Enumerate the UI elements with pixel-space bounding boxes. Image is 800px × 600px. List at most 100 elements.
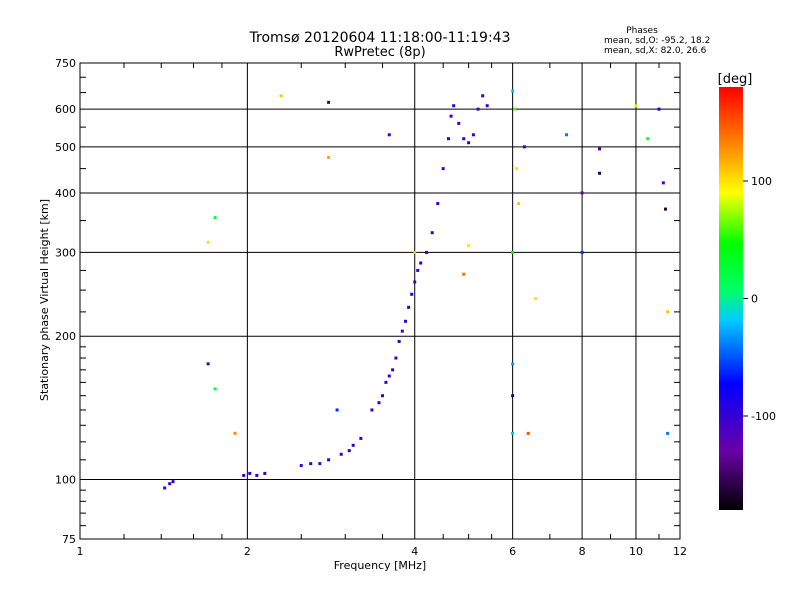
y-tick-label: 300 [55, 246, 76, 259]
data-point [580, 250, 584, 254]
data-point [407, 305, 411, 309]
data-point [255, 473, 259, 477]
data-point [347, 449, 351, 453]
colorbar-ticks: 100 0 -100 [743, 175, 776, 423]
data-point [526, 431, 530, 435]
data-point [534, 297, 538, 301]
data-point [449, 114, 453, 118]
data-point [511, 431, 515, 435]
axis-ticks [80, 63, 680, 539]
data-point [485, 104, 489, 108]
data-point [419, 261, 423, 265]
data-point [511, 89, 515, 93]
data-point [661, 181, 665, 185]
stats-line-o: mean, sd,O: -95.2, 18.2 [604, 36, 710, 46]
data-point [413, 250, 417, 254]
y-tick-label: 400 [55, 187, 76, 200]
data-point [476, 107, 480, 111]
data-point [663, 207, 667, 211]
data-point [380, 394, 384, 398]
grid [80, 63, 680, 539]
data-point [598, 171, 602, 175]
data-point [299, 464, 303, 468]
data-point [242, 473, 246, 477]
data-point [413, 280, 417, 284]
data-point [391, 368, 395, 372]
data-point [168, 482, 172, 486]
y-tick-label: 75 [62, 533, 76, 546]
data-point [522, 145, 526, 149]
data-point [404, 319, 408, 323]
data-point [233, 431, 237, 435]
data-point [462, 272, 466, 276]
data-point [457, 121, 461, 125]
data-point [327, 155, 331, 159]
data-point [335, 408, 339, 412]
data-point [384, 380, 388, 384]
y-tick-label: 200 [55, 330, 76, 343]
data-point [436, 202, 440, 206]
x-tick-label: 1 [77, 545, 84, 558]
data-point [416, 268, 420, 272]
x-axis-label: Frequency [MHz] [334, 559, 426, 572]
x-tick-label: 12 [673, 545, 687, 558]
y-tick-label: 600 [55, 103, 76, 116]
x-tick-labels: 1 2 4 6 8 10 12 [77, 545, 688, 558]
data-point [339, 452, 343, 456]
data-point [263, 471, 267, 475]
data-point [666, 431, 670, 435]
data-point [351, 443, 355, 447]
colorbar-tick-label: -100 [751, 410, 776, 423]
data-point [213, 387, 217, 391]
x-tick-label: 2 [244, 545, 251, 558]
data-point [666, 310, 670, 314]
data-point [397, 339, 401, 343]
x-tick-label: 4 [411, 545, 418, 558]
data-point [580, 191, 584, 195]
data-point [400, 329, 404, 333]
data-point [309, 462, 313, 466]
data-point [206, 240, 210, 244]
plot-frame [79, 62, 681, 540]
colorbar-label: [deg] [718, 72, 753, 87]
data-point [471, 133, 475, 137]
data-point [515, 167, 519, 171]
data-point [318, 462, 322, 466]
y-tick-label: 750 [55, 57, 76, 70]
data-point [387, 133, 391, 137]
data-point [598, 147, 602, 151]
data-point [279, 94, 283, 98]
data-point [425, 250, 429, 254]
data-point [370, 408, 374, 412]
data-point [441, 167, 445, 171]
data-point [171, 480, 175, 484]
data-point [467, 244, 471, 248]
data-point [430, 231, 434, 235]
data-point [565, 133, 569, 137]
y-axis-label: Stationary phase Virtual Height [km] [38, 199, 51, 401]
data-point [213, 216, 217, 220]
data-point [359, 436, 363, 440]
data-point [446, 137, 450, 141]
data-point [163, 486, 167, 490]
data-point [206, 362, 210, 366]
stats-title: Phases [626, 26, 658, 36]
data-point [452, 104, 456, 108]
data-point [462, 137, 466, 141]
data-point [517, 202, 521, 206]
colorbar [719, 87, 743, 510]
data-point [511, 394, 515, 398]
data-point [377, 401, 381, 405]
data-point [387, 374, 391, 378]
data-point [646, 137, 650, 141]
data-point [394, 356, 398, 360]
y-tick-label: 500 [55, 141, 76, 154]
x-tick-label: 10 [629, 545, 643, 558]
data-point [511, 362, 515, 366]
stats-line-x: mean, sd,X: 82.0, 26.6 [604, 46, 707, 56]
data-points [163, 89, 670, 490]
data-point [513, 107, 517, 111]
data-point [327, 458, 331, 462]
chart-subtitle: RwPretec (8p) [334, 45, 425, 60]
